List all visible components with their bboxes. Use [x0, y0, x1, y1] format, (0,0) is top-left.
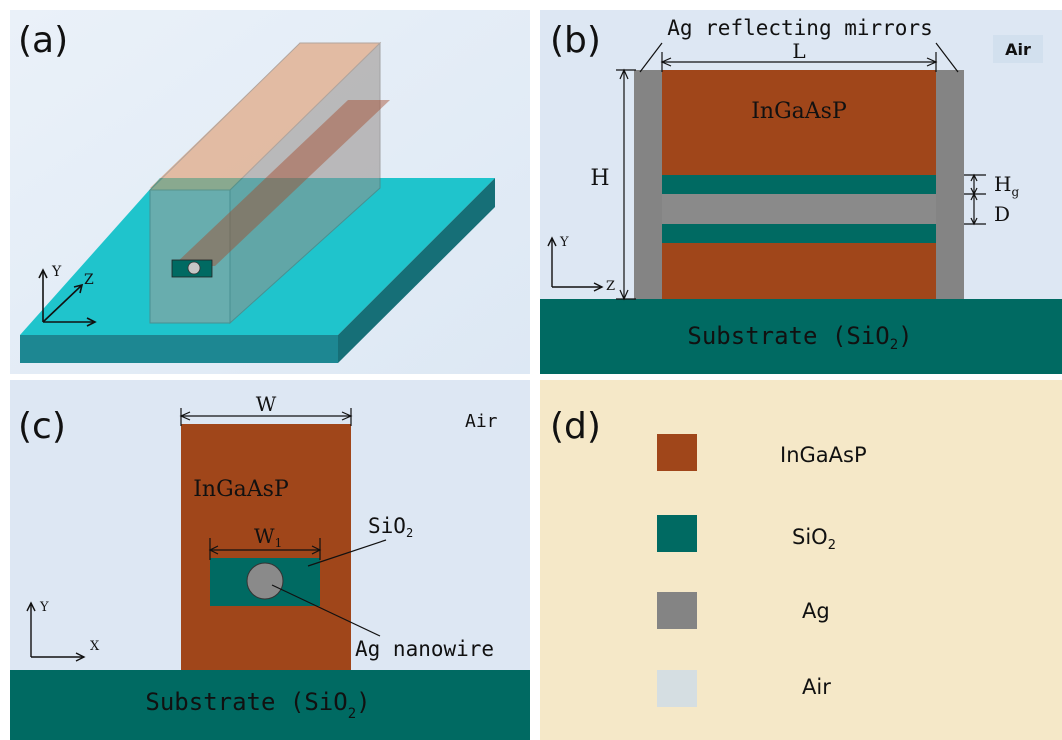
panel-label-b: (b) [550, 20, 601, 61]
ag-mirror-left [634, 70, 662, 299]
dim-W [179, 408, 353, 426]
sio2-layer-lower [662, 224, 936, 243]
dim-W1-label: W1 [254, 524, 282, 550]
dim-L-label: L [792, 39, 805, 63]
panel-b: Substrate (SiO2) InGaAsP Ag reflecting m… [540, 10, 1062, 374]
legend-label-sio2: SiO2 [792, 525, 836, 553]
dim-W-label: W [256, 392, 277, 416]
panel-label-a: (a) [18, 20, 68, 61]
mirror-label: Ag reflecting mirrors [667, 16, 933, 40]
sio2-layer-upper [662, 175, 936, 194]
axes-b [547, 236, 604, 292]
dim-Hg-label: Hg [994, 172, 1019, 199]
waveguide-core-bar [173, 100, 390, 266]
axis-x-label-c: X [90, 639, 100, 654]
legend-label-ag: Ag [802, 599, 830, 623]
sio2-label-c: SiO2 [368, 514, 413, 540]
air-label-c: Air [465, 411, 498, 432]
panel-d-background [540, 380, 1062, 740]
panel-d-drawing: (d) InGaAsP SiO2 Ag Air [540, 380, 1062, 740]
dim-D-label: D [994, 202, 1010, 226]
ag-nanowire-c [246, 562, 284, 600]
legend-swatch-air [657, 670, 697, 707]
panel-c-drawing: Substrate (SiO2) InGaAsP W W1 SiO2 [10, 380, 530, 740]
nanowire-dot [187, 261, 201, 275]
axes-a [38, 268, 97, 327]
dim-H [616, 68, 636, 301]
nanowire-label-c: Ag nanowire [355, 637, 494, 661]
slab-front-face [20, 335, 338, 363]
ingaasp-block-c [181, 424, 351, 670]
panel-d: (d) InGaAsP SiO2 Ag Air [540, 380, 1062, 740]
mirror-pointer-left [639, 42, 663, 73]
axis-y-label-a: Y [51, 264, 62, 280]
dim-Hg-D [964, 173, 986, 226]
ingaasp-lower [662, 243, 936, 299]
dim-W1 [208, 538, 322, 560]
substrate-b [540, 299, 1062, 374]
panel-c: Substrate (SiO2) InGaAsP W W1 SiO2 [10, 380, 530, 740]
axis-z-label-a: Z [84, 272, 94, 288]
waveguide-box [148, 41, 382, 325]
ingaasp-label-c: InGaAsP [193, 477, 289, 502]
ag-mirror-right [936, 70, 964, 299]
substrate-c [10, 670, 530, 740]
panel-label-d: (d) [550, 406, 601, 447]
axis-y-label-b: Y [559, 235, 569, 250]
substrate-label-b: Substrate (SiO2) [687, 322, 912, 353]
axes-c [26, 601, 86, 662]
ingaasp-upper [662, 70, 936, 175]
ingaasp-label-b: InGaAsP [751, 99, 847, 124]
dim-L [660, 52, 938, 72]
legend-label-air: Air [802, 675, 831, 699]
panel-a-drawing: Y Z (a) [10, 10, 530, 374]
panel-a: Y Z (a) [10, 10, 530, 374]
air-label-box-b [993, 35, 1043, 63]
legend-swatch-ingaasp [657, 434, 697, 471]
panel-label-c: (c) [18, 406, 66, 447]
substrate-label-c: Substrate (SiO2) [145, 688, 370, 722]
mirror-pointer-right [935, 42, 959, 73]
legend-swatch-sio2 [657, 515, 697, 552]
ag-gap-layer [662, 194, 936, 224]
legend-label-ingaasp: InGaAsP [780, 443, 867, 467]
slab-side-face [338, 178, 495, 363]
sio2-pointer [307, 539, 387, 567]
legend-swatch-ag [657, 592, 697, 629]
dim-H-label: H [590, 166, 609, 191]
axis-z-label-b: Z [606, 279, 615, 294]
nanowire-pointer [271, 584, 381, 637]
axis-y-label-c: Y [39, 600, 49, 615]
air-label-b: Air [1005, 40, 1031, 59]
panel-b-drawing: Substrate (SiO2) InGaAsP Ag reflecting m… [540, 10, 1062, 374]
